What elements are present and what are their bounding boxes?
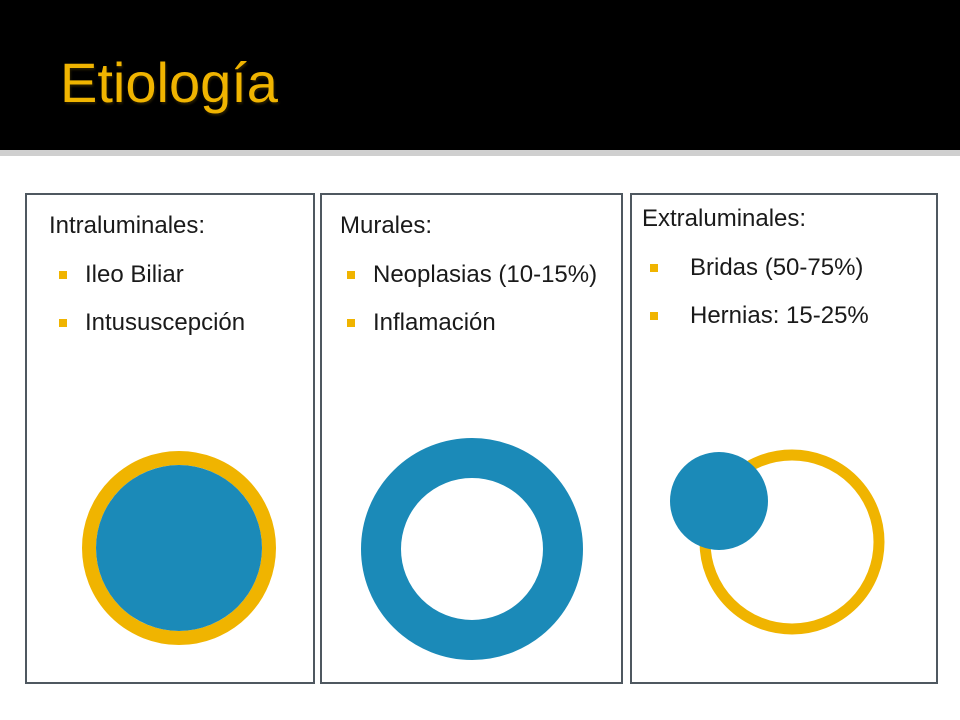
list-item-label: Bridas (50-75%)	[690, 254, 864, 281]
panel-extraluminal: Extraluminales: Bridas (50-75%) Hernias:…	[630, 193, 938, 684]
list-item-label: Neoplasias (10-15%)	[373, 261, 598, 288]
external-compression-illustration	[670, 449, 885, 635]
external-mass	[670, 452, 768, 550]
bowel-wall-ring	[82, 451, 276, 645]
bullet-list: Bridas (50-75%) Hernias: 15-25%	[650, 254, 925, 350]
bullet-square-icon	[59, 319, 67, 327]
list-item: Bridas (50-75%)	[650, 254, 925, 282]
gallstone-illustration	[82, 451, 276, 645]
list-item: Inflamación	[347, 309, 605, 337]
slide-title: Etiología	[60, 51, 278, 114]
bullet-square-icon	[59, 271, 67, 279]
bullet-square-icon	[650, 312, 658, 320]
bullet-square-icon	[650, 264, 658, 272]
bullet-square-icon	[347, 271, 355, 279]
title-divider	[0, 150, 960, 156]
list-item: Neoplasias (10-15%)	[347, 261, 605, 289]
panel-heading: Murales:	[340, 212, 433, 239]
title-bar	[0, 0, 960, 150]
list-item-label: Ileo Biliar	[85, 261, 184, 288]
panel-heading: Intraluminales:	[49, 212, 206, 239]
list-item-label: Inflamación	[373, 309, 496, 336]
bullet-list: Ileo Biliar Intususcepción	[59, 261, 310, 357]
list-item-label: Hernias: 15-25%	[690, 302, 869, 329]
list-item-label: Intususcepción	[85, 309, 246, 336]
bullet-list: Neoplasias (10-15%) Inflamación	[347, 261, 605, 357]
list-item: Intususcepción	[59, 309, 310, 337]
luminal-mass	[96, 465, 262, 631]
list-item: Ileo Biliar	[59, 261, 310, 289]
panel-murales: Murales: Neoplasias (10-15%) Inflamación	[320, 193, 623, 684]
list-item: Hernias: 15-25%	[650, 302, 925, 330]
bullet-square-icon	[347, 319, 355, 327]
panel-heading: Extraluminales:	[642, 205, 807, 232]
wall-thickening-illustration	[361, 438, 583, 660]
panel-intraluminal: Intraluminales: Ileo Biliar Intususcepci…	[25, 193, 315, 684]
thickened-wall-ring	[361, 438, 583, 660]
